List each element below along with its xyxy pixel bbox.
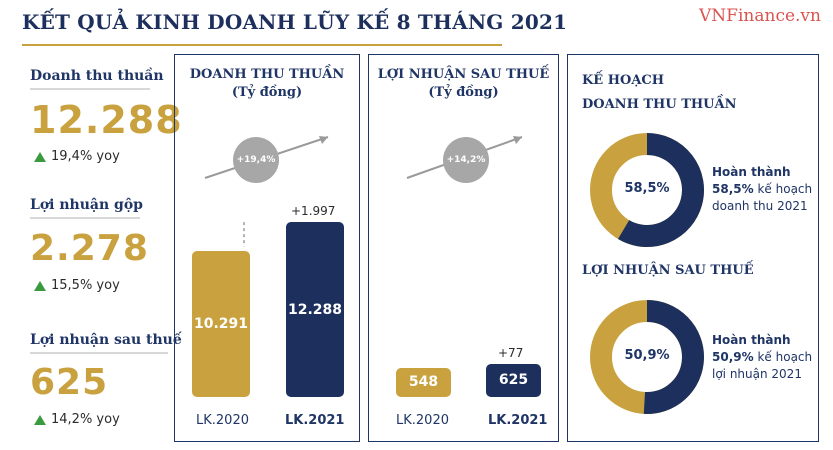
net-profit-plan-center-label: 50,9% xyxy=(624,348,670,363)
revenue-bar-2020: 10.291 xyxy=(192,250,250,397)
kpi-revenue-label: Doanh thu thuần xyxy=(30,68,164,84)
kpi-revenue-growth-text: 19,4% yoy xyxy=(51,149,120,164)
revenue-chart-title-text: DOANH THU THUẦN xyxy=(189,67,345,82)
net-profit-bar-2021: 625 xyxy=(486,363,541,397)
kpi-revenue-underline xyxy=(30,88,150,90)
kpi-net-profit-growth-text: 14,2% yoy xyxy=(51,412,120,427)
kpi-net-profit-growth: 14,2% yoy xyxy=(34,412,120,427)
net-profit-plan-note-prefix: Hoàn thành xyxy=(712,333,791,347)
net-profit-chart-panel xyxy=(368,54,559,442)
plan-net-profit-title: LỢI NHUẬN SAU THUẾ xyxy=(582,263,754,278)
kpi-gross-profit-growth: 15,5% yoy xyxy=(34,278,120,293)
net-profit-chart-subtitle: (Tỷ đồng) xyxy=(428,85,499,100)
kpi-net-profit-label: Lợi nhuận sau thuế xyxy=(30,332,182,348)
revenue-chart-panel xyxy=(174,54,360,442)
plan-revenue-title: DOANH THU THUẦN xyxy=(582,97,737,112)
revenue-chart-title: DOANH THU THUẦN (Tỷ đồng) xyxy=(174,66,360,102)
kpi-net-profit-underline xyxy=(30,352,168,354)
up-arrow-icon xyxy=(34,151,46,162)
revenue-chart-subtitle: (Tỷ đồng) xyxy=(231,85,303,100)
watermark: VNFinance.vn xyxy=(699,6,821,26)
revenue-xlabel-2020: LK.2020 xyxy=(196,413,249,428)
kpi-net-profit-value: 625 xyxy=(30,362,109,403)
net-profit-plan-donut-completed xyxy=(643,300,704,414)
plan-panel xyxy=(567,54,819,442)
revenue-plan-note-rest-2: doanh thu 2021 xyxy=(712,199,808,213)
up-arrow-icon xyxy=(34,414,46,425)
revenue-plan-note-rest-1: kế hoạch xyxy=(757,182,813,196)
revenue-plan-note-prefix: Hoàn thành xyxy=(712,165,791,179)
kpi-revenue-value: 12.288 xyxy=(30,98,183,142)
net-profit-chart-title: LỢI NHUẬN SAU THUẾ (Tỷ đồng) xyxy=(368,66,559,102)
kpi-gross-profit-underline xyxy=(30,217,140,219)
revenue-plan-note-percent: 58,5% xyxy=(712,182,754,196)
net-profit-bar-2020: 548 xyxy=(396,367,451,397)
plan-heading: KẾ HOẠCH xyxy=(582,73,665,88)
kpi-gross-profit-label: Lợi nhuận gộp xyxy=(30,197,143,213)
net-profit-xlabel-2020: LK.2020 xyxy=(396,413,449,428)
revenue-plan-note: Hoàn thành 58,5% kế hoạch doanh thu 2021 xyxy=(712,164,812,215)
net-profit-plan-note-rest-1: kế hoạch xyxy=(757,350,813,364)
kpi-revenue-growth: 19,4% yoy xyxy=(34,149,120,164)
title-divider xyxy=(22,44,502,46)
revenue-plan-center-label: 58,5% xyxy=(624,181,670,196)
revenue-xlabel-2021: LK.2021 xyxy=(285,413,345,428)
net-profit-plan-note-percent: 50,9% xyxy=(712,350,754,364)
revenue-growth-badge: +19,4% xyxy=(233,137,279,183)
kpi-gross-profit-growth-text: 15,5% yoy xyxy=(51,278,120,293)
net-profit-xlabel-2021: LK.2021 xyxy=(488,413,548,428)
net-profit-plan-note-rest-2: lợi nhuận 2021 xyxy=(712,367,802,381)
revenue-bar-2021: 12.288 xyxy=(286,222,344,397)
revenue-delta-label: +1.997 xyxy=(291,204,336,219)
net-profit-plan-note: Hoàn thành 50,9% kế hoạch lợi nhuận 2021 xyxy=(712,332,812,383)
page-title: KẾT QUẢ KINH DOANH LŨY KẾ 8 THÁNG 2021 xyxy=(22,10,568,34)
revenue-plan-donut-completed xyxy=(618,133,704,247)
net-profit-growth-badge: +14,2% xyxy=(443,137,489,183)
up-arrow-icon xyxy=(34,280,46,291)
net-profit-chart-title-text: LỢI NHUẬN SAU THUẾ xyxy=(377,67,550,82)
kpi-gross-profit-value: 2.278 xyxy=(30,228,149,269)
net-profit-delta-label: +77 xyxy=(498,345,524,360)
